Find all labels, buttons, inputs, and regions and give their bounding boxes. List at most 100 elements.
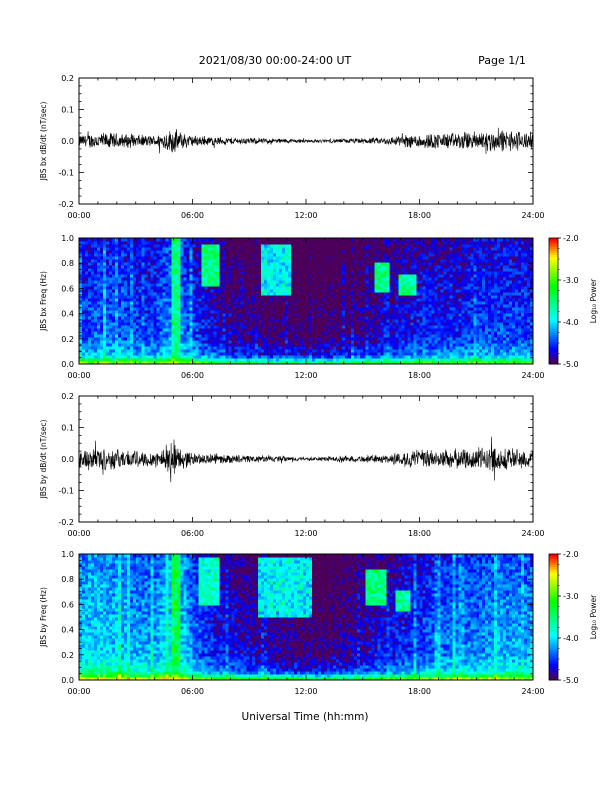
spectrogram-cell — [87, 316, 92, 320]
spectrogram-cell — [273, 253, 277, 257]
spectrogram-cell — [356, 304, 361, 308]
spectrogram-cell — [99, 298, 104, 302]
spectrogram-cell — [96, 343, 101, 347]
spectrogram-cell — [413, 283, 417, 287]
spectrogram-cell — [344, 262, 349, 266]
spectrogram-cell — [108, 310, 113, 314]
spectrogram-cell — [291, 334, 295, 338]
spectrogram-cell — [317, 313, 322, 317]
spectrogram-cell — [126, 241, 131, 245]
spectrogram-cell — [383, 238, 387, 242]
spectrogram-cell — [383, 340, 387, 344]
spectrogram-cell — [380, 241, 384, 245]
spectrogram-cell — [306, 337, 310, 341]
spectrogram-cell — [291, 256, 295, 260]
spectrogram-cell — [192, 256, 196, 260]
spectrogram-cell — [419, 319, 423, 323]
spectrogram-cell — [198, 325, 202, 329]
spectrogram-cell — [93, 325, 98, 329]
spectrogram-cell — [389, 358, 393, 362]
spectrogram-cell — [267, 331, 271, 335]
spectrogram-cell — [273, 322, 277, 326]
spectrogram-cell — [332, 280, 337, 284]
spectrogram-cell — [162, 316, 166, 320]
spectrogram-cell — [147, 244, 151, 248]
spectrogram-cell — [362, 277, 367, 281]
spectrogram-cell — [335, 244, 340, 248]
spectrogram-cell — [132, 283, 137, 287]
spectrogram-cell — [386, 331, 390, 335]
spectrogram-cell — [386, 349, 390, 353]
spectrogram-cell — [246, 307, 250, 311]
spectrogram-cell — [252, 304, 256, 308]
spectrogram-cell — [147, 343, 151, 347]
spectrogram-cell — [377, 277, 381, 281]
spectrogram-cell — [246, 352, 250, 356]
spectrogram-cell — [404, 352, 408, 356]
spectrogram-cell — [261, 268, 265, 272]
spectrogram-cell — [189, 307, 193, 311]
spectrogram-cell — [141, 292, 146, 296]
spectrogram-cell — [398, 289, 402, 293]
spectrogram-cell — [371, 355, 375, 359]
spectrogram-cell — [174, 334, 178, 338]
spectrogram-cell — [111, 250, 116, 254]
spectrogram-cell — [90, 250, 95, 254]
spectrogram-cell — [207, 289, 211, 293]
spectrogram-cell — [186, 295, 190, 299]
spectrogram-cell — [267, 319, 271, 323]
spectrogram-cell — [90, 262, 95, 266]
spectrogram-cell — [422, 265, 426, 269]
spectrogram-cell — [300, 316, 304, 320]
spectrogram-cell — [264, 304, 268, 308]
spectrogram-cell — [341, 337, 346, 341]
spectrogram-cell — [156, 298, 160, 302]
spectrogram-cell — [270, 292, 274, 296]
spectrogram-cell — [234, 337, 238, 341]
spectrogram-cell — [425, 301, 429, 305]
spectrogram-cell — [344, 259, 349, 263]
spectrogram-cell — [413, 322, 417, 326]
spectrogram-cell — [332, 310, 337, 314]
spectrogram-cell — [99, 316, 104, 320]
spectrogram-cell — [353, 304, 358, 308]
spectrogram-cell — [79, 310, 83, 314]
spectrogram-cell — [135, 238, 140, 242]
spectrogram-cell — [374, 244, 378, 248]
spectrogram-cell — [231, 283, 235, 287]
spectrogram-cell — [216, 268, 220, 272]
spectrogram-cell — [395, 343, 399, 347]
spectrogram-cell — [413, 358, 417, 362]
spectrogram-cell — [282, 298, 286, 302]
spectrogram-cell — [159, 361, 163, 365]
spectrogram-cell — [93, 343, 98, 347]
spectrogram-cell — [392, 289, 396, 293]
spectrogram-cell — [410, 343, 414, 347]
spectrogram-cell — [365, 322, 370, 326]
spectrogram-cell — [81, 274, 86, 278]
spectrogram-cell — [404, 358, 408, 362]
spectrogram-cell — [87, 304, 92, 308]
spectrogram-cell — [303, 325, 307, 329]
spectrogram-cell — [252, 361, 256, 365]
spectrogram-cell — [156, 247, 160, 251]
spectrogram-cell — [249, 334, 253, 338]
spectrogram-cell — [180, 253, 184, 257]
spectrogram-cell — [240, 319, 244, 323]
spectrogram-cell — [279, 325, 283, 329]
spectrogram-cell — [105, 283, 110, 287]
spectrogram-cell — [120, 352, 125, 356]
spectrogram-cell — [344, 310, 349, 314]
spectrogram-cell — [308, 292, 313, 296]
spectrogram-cell — [374, 325, 378, 329]
spectrogram-cell — [374, 280, 378, 284]
spectrogram-cell — [186, 283, 190, 287]
spectrogram-cell — [422, 298, 426, 302]
spectrogram-cell — [347, 343, 352, 347]
spectrogram-cell — [422, 322, 426, 326]
spectrogram-cell — [162, 271, 166, 275]
spectrogram-cell — [264, 316, 268, 320]
spectrogram-cell — [126, 253, 131, 257]
spectrogram-cell — [398, 304, 402, 308]
